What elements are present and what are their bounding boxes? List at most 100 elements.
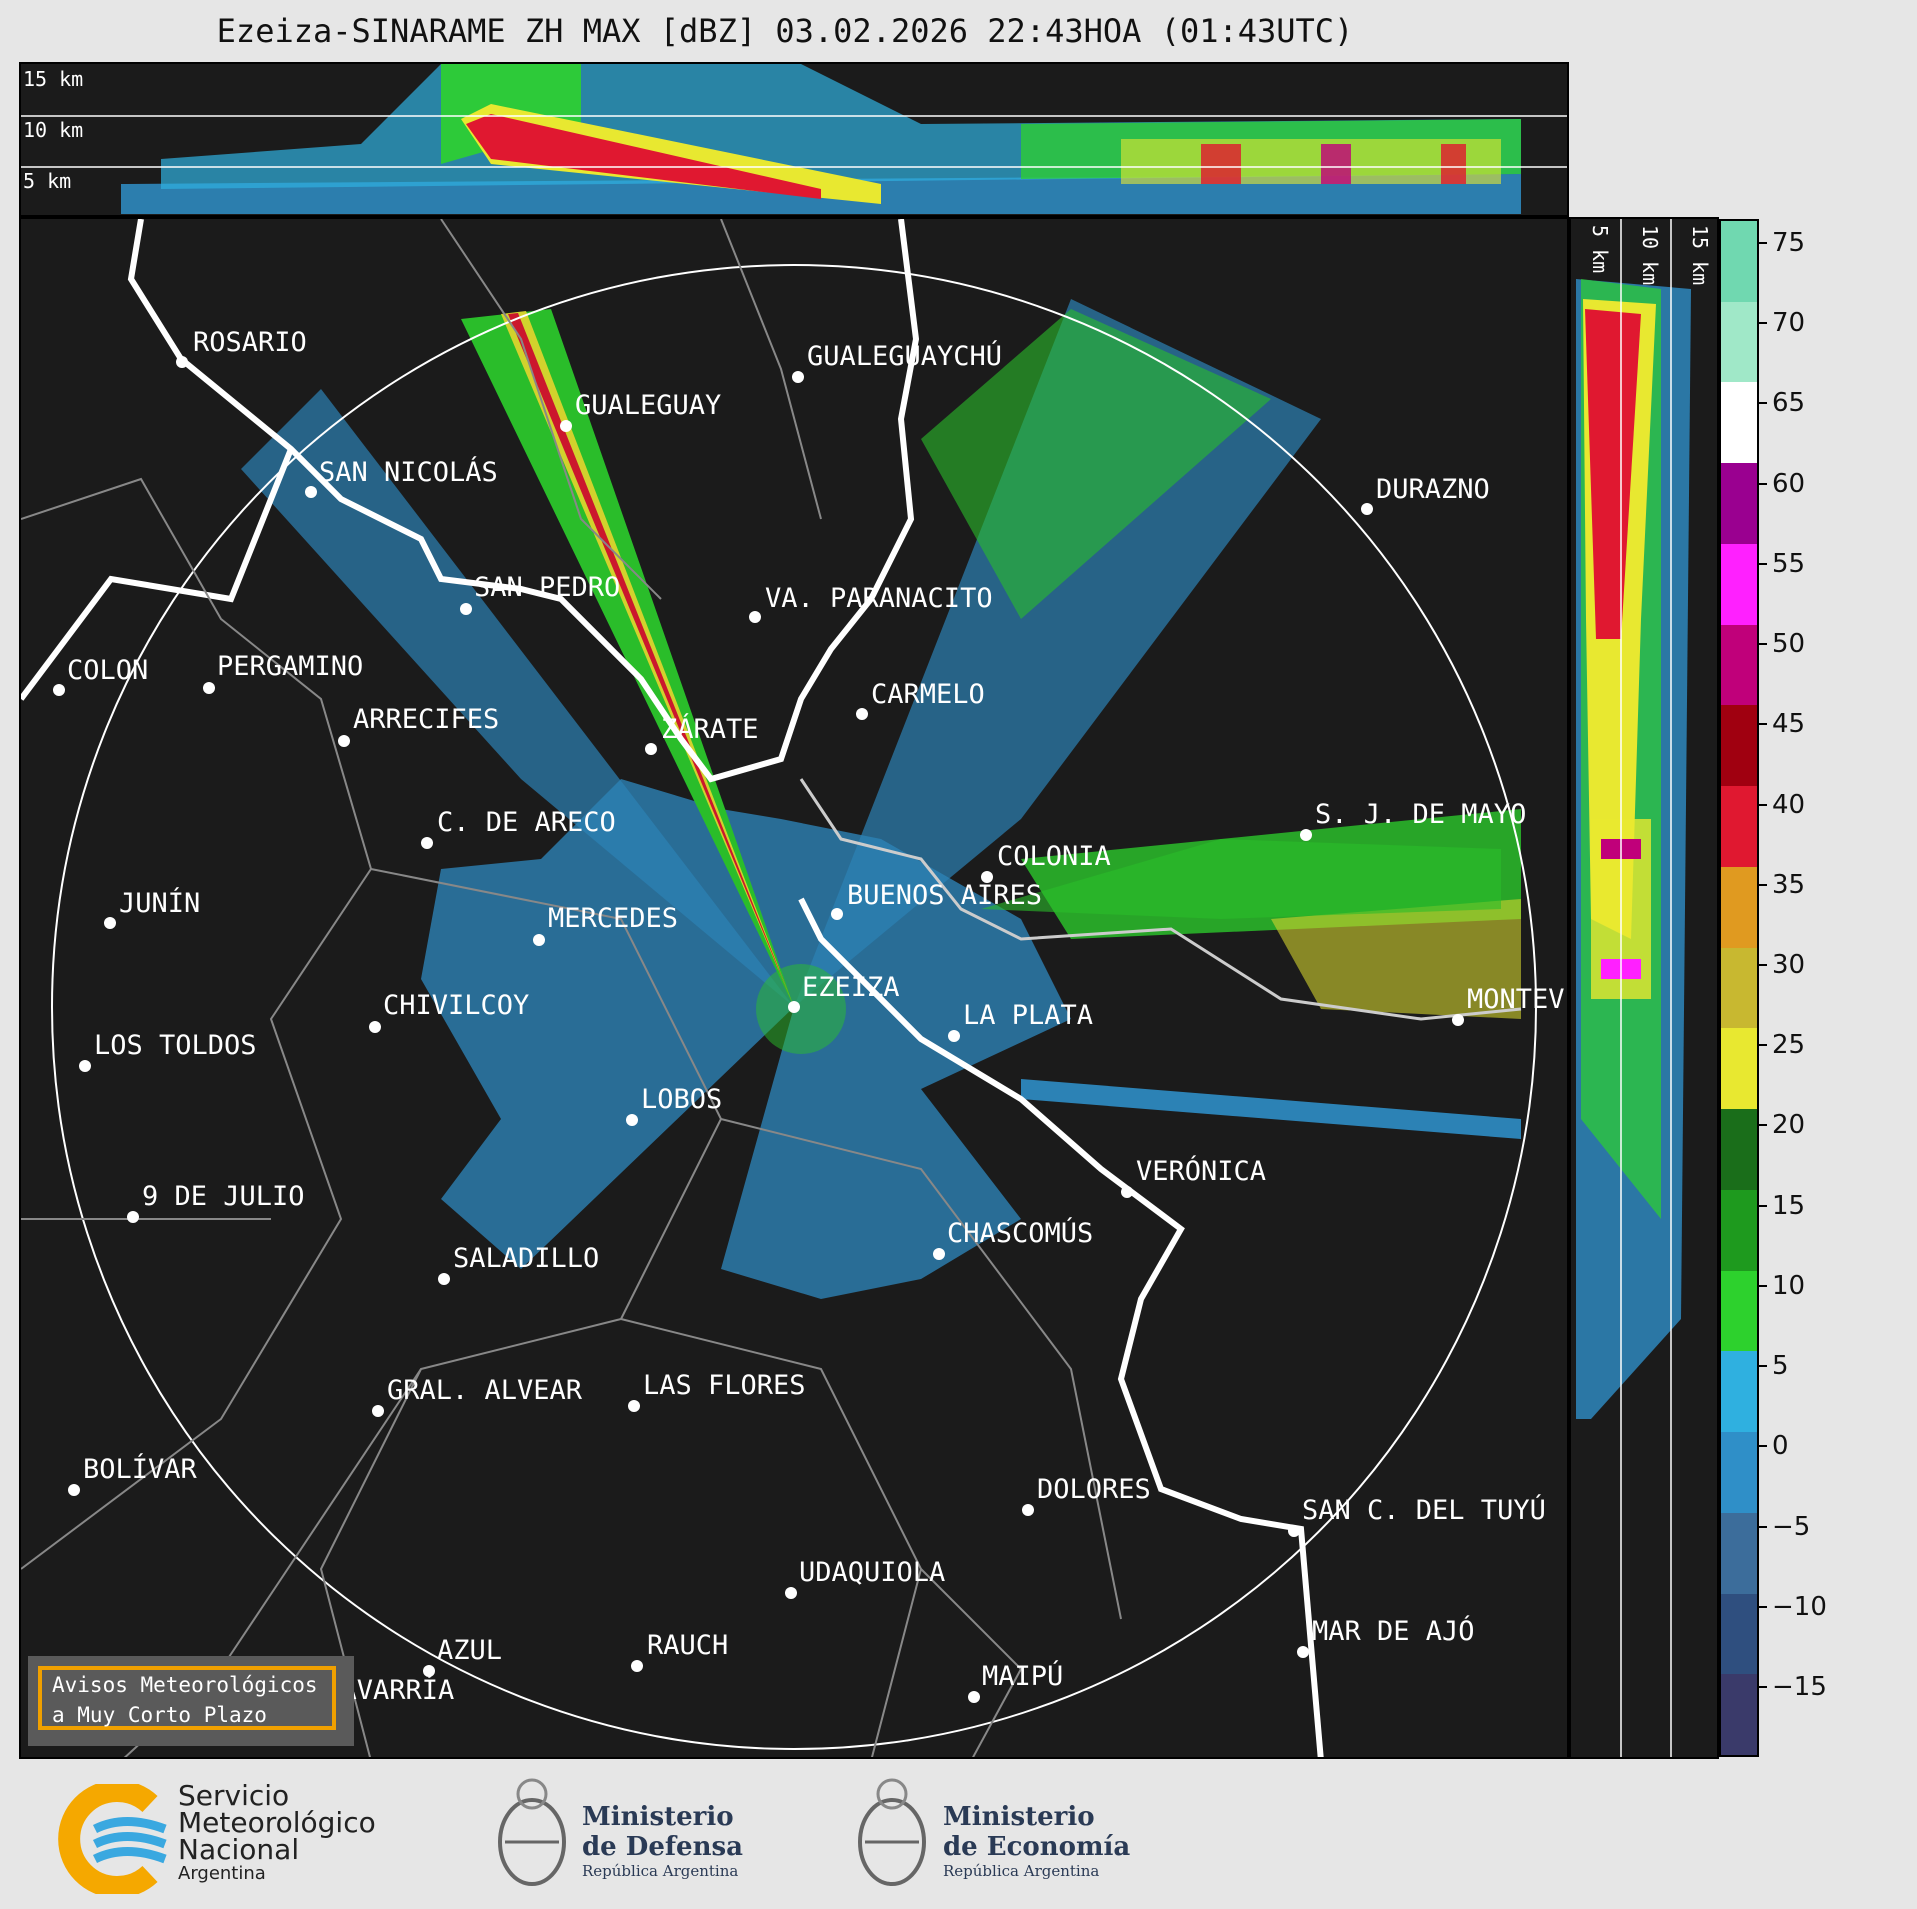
warning-box[interactable]: Avisos Meteorológicos a Muy Corto Plazo xyxy=(28,1656,354,1746)
side-cross-section-panel: 5 km 10 km 15 km xyxy=(1569,217,1719,1759)
colorbar-tick-mark xyxy=(1759,643,1767,646)
colorbar-segment xyxy=(1721,1512,1757,1594)
city-dot-saladillo xyxy=(438,1273,450,1285)
city-dot-pergamino xyxy=(203,682,215,694)
city-dot-buenos-aires xyxy=(831,908,843,920)
city-label-san-nicolas: SAN NICOLÁS xyxy=(319,456,498,488)
colorbar-tick-mark xyxy=(1759,1284,1767,1287)
top-height-label-5: 5 km xyxy=(23,169,71,193)
city-dot-chivilcoy xyxy=(369,1021,381,1033)
colorbar xyxy=(1719,219,1759,1757)
city-dot-va-paranacito xyxy=(749,611,761,623)
side-height-label-10: 10 km xyxy=(1638,225,1662,285)
city-label-colonia: COLONIA xyxy=(997,841,1111,872)
city-label-durazno: DURAZNO xyxy=(1376,474,1490,505)
colorbar-tick-mark xyxy=(1759,562,1767,565)
city-dot-montev xyxy=(1452,1014,1464,1026)
colorbar-segment xyxy=(1721,705,1757,787)
smn-text-2: Meteorológico xyxy=(178,1806,376,1839)
colorbar-segment xyxy=(1721,1593,1757,1675)
city-dot-san-c-del-tuyu xyxy=(1288,1525,1300,1537)
city-dot-colon xyxy=(53,684,65,696)
economia-text-2: de Economía xyxy=(943,1832,1131,1862)
colorbar-segment xyxy=(1721,866,1757,948)
city-label-las-flores: LAS FLORES xyxy=(643,1370,806,1401)
city-dot-gral-alvear xyxy=(372,1405,384,1417)
city-label-arrecifes: ARRECIFES xyxy=(353,704,499,735)
colorbar-segment xyxy=(1721,543,1757,625)
colorbar-tick-mark xyxy=(1759,322,1767,325)
top-height-label-10: 10 km xyxy=(23,118,83,142)
colorbar-tick-label: 50 xyxy=(1772,629,1806,660)
colorbar-segment xyxy=(1721,1189,1757,1271)
city-dot-9-de-julio xyxy=(127,1211,139,1223)
colorbar-tick-label: 25 xyxy=(1772,1030,1806,1061)
city-label-gral-alvear: GRAL. ALVEAR xyxy=(387,1375,583,1406)
city-dot-arrecifes xyxy=(338,735,350,747)
city-label-rosario: ROSARIO xyxy=(193,327,307,358)
city-label-dolores: DOLORES xyxy=(1037,1474,1151,1505)
smn-logo-icon xyxy=(58,1784,167,1894)
footer: Servicio Meteorológico Nacional Argentin… xyxy=(0,1762,1917,1909)
city-label-carmelo: CARMELO xyxy=(871,679,985,710)
city-label-chivilcoy: CHIVILCOY xyxy=(383,990,529,1021)
defensa-text-2: de Defensa xyxy=(582,1832,743,1862)
side-height-label-15: 15 km xyxy=(1688,225,1712,285)
colorbar-segment xyxy=(1721,301,1757,383)
city-label-mercedes: MERCEDES xyxy=(548,903,678,934)
colorbar-tick-mark xyxy=(1759,482,1767,485)
colorbar-tick-label: 30 xyxy=(1772,950,1806,980)
colorbar-segment xyxy=(1721,624,1757,706)
colorbar-segment xyxy=(1721,1674,1757,1755)
colorbar-tick-mark xyxy=(1759,1686,1767,1688)
city-dot-veronica xyxy=(1121,1186,1133,1198)
colorbar-tick-label: 20 xyxy=(1772,1110,1806,1141)
smn-text-4: Argentina xyxy=(178,1863,266,1884)
city-dot-sj-de-mayo xyxy=(1300,829,1312,841)
colorbar-tick-mark xyxy=(1759,1445,1767,1448)
city-dot-zarate xyxy=(645,743,657,755)
smn-text-1: Servicio xyxy=(178,1779,290,1812)
warning-line1: Avisos Meteorológicos xyxy=(52,1673,318,1697)
colorbar-tick-label: −15 xyxy=(1772,1672,1827,1702)
colorbar-tick-label: 75 xyxy=(1772,228,1806,258)
colorbar-tick-label: 40 xyxy=(1772,789,1806,820)
city-label-montev: MONTEV xyxy=(1467,984,1565,1015)
colorbar-segment xyxy=(1721,786,1757,867)
colorbar-tick-mark xyxy=(1759,1044,1767,1047)
city-dot-colonia xyxy=(981,871,993,883)
city-dot-la-plata xyxy=(948,1030,960,1042)
city-label-maipu: MAIPÚ xyxy=(982,1660,1063,1692)
defensa-text-3: República Argentina xyxy=(582,1862,739,1880)
colorbar-tick-mark xyxy=(1759,242,1767,244)
city-dot-udaquiola xyxy=(785,1587,797,1599)
colorbar-tick-mark xyxy=(1759,723,1767,726)
colorbar-segment xyxy=(1721,1109,1757,1190)
city-dot-bolivar xyxy=(68,1484,80,1496)
colorbar-tick-label: 5 xyxy=(1772,1351,1789,1382)
city-label-zarate: ZÁRATE xyxy=(661,713,759,745)
city-label-lobos: LOBOS xyxy=(641,1084,722,1115)
radar-map-svg: ROSARIO GUALEGUAYCHÚ GUALEGUAY SAN NICOL… xyxy=(21,219,1565,1757)
city-label-san-c-del-tuyu: SAN C. DEL TUYÚ xyxy=(1302,1494,1546,1526)
colorbar-tick-mark xyxy=(1759,964,1767,966)
city-dot-gualeguay xyxy=(560,420,572,432)
city-label-rauch: RAUCH xyxy=(647,1630,728,1661)
city-dot-gualeguaychu xyxy=(792,371,804,383)
city-dot-chascomus xyxy=(933,1248,945,1260)
colorbar-tick-label: 15 xyxy=(1772,1190,1806,1221)
city-label-mar-de-ajo: MAR DE AJÓ xyxy=(1312,1615,1475,1647)
colorbar-tick-mark xyxy=(1759,803,1767,806)
city-dot-san-nicolas xyxy=(305,486,317,498)
city-label-buenos-aires: BUENOS AIRES xyxy=(847,880,1042,911)
radar-map-panel: ROSARIO GUALEGUAYCHÚ GUALEGUAY SAN NICOL… xyxy=(19,217,1569,1759)
city-label-san-pedro: SAN PEDRO xyxy=(474,572,620,603)
economia-text-1: Ministerio xyxy=(943,1802,1095,1832)
colorbar-tick-label: −5 xyxy=(1772,1511,1811,1542)
side-height-label-5: 5 km xyxy=(1588,225,1612,273)
economia-shield-icon xyxy=(858,1778,926,1886)
colorbar-tick-label: 0 xyxy=(1772,1431,1789,1462)
city-dot-mercedes xyxy=(533,934,545,946)
colorbar-tick-label: 10 xyxy=(1772,1270,1806,1301)
smn-text-3: Nacional xyxy=(178,1833,300,1866)
